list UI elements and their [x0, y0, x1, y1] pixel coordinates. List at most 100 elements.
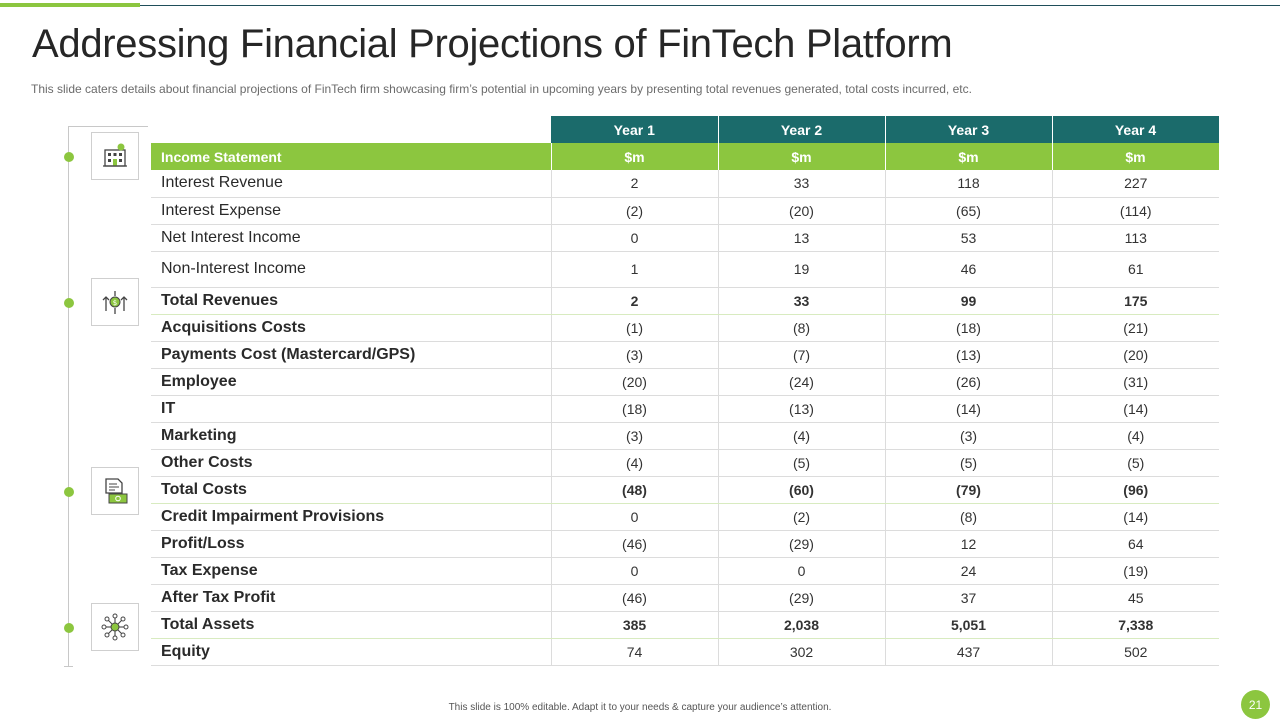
value-cell: 7,338 — [1052, 611, 1219, 639]
value-cell: (5) — [718, 449, 886, 477]
value-cell: (3) — [885, 422, 1053, 450]
value-cell: 19 — [718, 251, 886, 288]
value-cell: (114) — [1052, 197, 1219, 225]
timeline-dot — [64, 298, 74, 308]
table-row: Payments Cost (Mastercard/GPS) (3) (7) (13)… — [151, 341, 1219, 369]
value-cell: (13) — [718, 395, 886, 423]
value-cell: (13) — [885, 341, 1053, 369]
top-accent-bar — [0, 3, 140, 7]
value-cell: (48) — [551, 476, 719, 504]
unit-cell: $m — [718, 143, 886, 170]
year-header-cell: Year 2 — [718, 116, 886, 143]
timeline-end-tick — [64, 666, 73, 667]
value-cell: 2 — [551, 170, 719, 198]
value-cell: (20) — [551, 368, 719, 396]
table-row: Interest Expense (2) (20) (65) (114) — [151, 197, 1219, 225]
value-cell: 5,051 — [885, 611, 1053, 639]
value-cell: (46) — [551, 584, 719, 612]
unit-cell: $m — [885, 143, 1053, 170]
value-cell: (5) — [885, 449, 1053, 477]
value-cell: (14) — [1052, 503, 1219, 531]
value-cell: 2 — [551, 287, 719, 315]
row-label: Payments Cost (Mastercard/GPS) — [151, 341, 552, 369]
year-header-cell: Year 3 — [885, 116, 1053, 143]
value-cell: (5) — [1052, 449, 1219, 477]
footer-note: This slide is 100% editable. Adapt it to… — [448, 702, 832, 713]
value-cell: 0 — [551, 503, 719, 531]
timeline-top-connector — [68, 126, 148, 127]
value-cell: 385 — [551, 611, 719, 639]
value-cell: (26) — [885, 368, 1053, 396]
value-cell: 302 — [718, 638, 886, 666]
row-label: Net Interest Income — [151, 224, 552, 252]
timeline-dot — [64, 623, 74, 633]
section-header-row: Income Statement $m $m $m $m — [151, 143, 1220, 170]
row-label: Marketing — [151, 422, 552, 450]
value-cell: (96) — [1052, 476, 1219, 504]
value-cell: 437 — [885, 638, 1053, 666]
value-cell: (19) — [1052, 557, 1219, 585]
slide-subtitle: This slide caters details about financia… — [31, 82, 972, 96]
year-header-cell: Year 1 — [551, 116, 719, 143]
value-cell: (8) — [718, 314, 886, 342]
table-row: Equity 74 302 437 502 — [151, 638, 1219, 666]
value-cell: (3) — [551, 341, 719, 369]
value-cell: (14) — [885, 395, 1053, 423]
value-cell: 1 — [551, 251, 719, 288]
value-cell: 113 — [1052, 224, 1219, 252]
table-row: After Tax Profit (46) (29) 37 45 — [151, 584, 1219, 612]
value-cell: (8) — [885, 503, 1053, 531]
value-cell: 12 — [885, 530, 1053, 558]
row-label: After Tax Profit — [151, 584, 552, 612]
value-cell: 33 — [718, 170, 886, 198]
value-cell: 175 — [1052, 287, 1219, 315]
value-cell: (4) — [551, 449, 719, 477]
unit-cell: $m — [1052, 143, 1220, 170]
value-cell: 24 — [885, 557, 1053, 585]
row-label: Non-Interest Income — [151, 251, 552, 288]
value-cell: (14) — [1052, 395, 1219, 423]
row-label: Other Costs — [151, 449, 552, 477]
table-row: Interest Revenue 2 33 118 227 — [151, 170, 1219, 198]
value-cell: (1) — [551, 314, 719, 342]
value-cell: (60) — [718, 476, 886, 504]
table-row: Net Interest Income 0 13 53 113 — [151, 224, 1219, 252]
network-hub-icon — [91, 603, 139, 651]
value-cell: 0 — [718, 557, 886, 585]
value-cell: (7) — [718, 341, 886, 369]
row-label: Employee — [151, 368, 552, 396]
slide-title: Addressing Financial Projections of FinT… — [32, 22, 953, 66]
row-label: Total Revenues — [151, 287, 552, 315]
timeline-line — [68, 126, 69, 666]
value-cell: 502 — [1052, 638, 1219, 666]
row-label: Equity — [151, 638, 552, 666]
svg-text:$: $ — [113, 299, 117, 307]
timeline-dot — [64, 487, 74, 497]
value-cell: (29) — [718, 584, 886, 612]
year-header-row: Year 1 Year 2 Year 3 Year 4 — [151, 116, 1220, 143]
unit-cell: $m — [551, 143, 719, 170]
row-label: Total Assets — [151, 611, 552, 639]
value-cell: (31) — [1052, 368, 1219, 396]
row-label: Credit Impairment Provisions — [151, 503, 552, 531]
table-row: Other Costs (4) (5) (5) (5) — [151, 449, 1219, 477]
value-cell: 64 — [1052, 530, 1219, 558]
value-cell: 0 — [551, 557, 719, 585]
value-cell: (4) — [1052, 422, 1219, 450]
table-row: Total Revenues 2 33 99 175 — [151, 287, 1219, 315]
row-label: Tax Expense — [151, 557, 552, 585]
table-row: Non-Interest Income 1 19 46 61 — [151, 251, 1219, 288]
financial-projections-table: Year 1 Year 2 Year 3 Year 4 Income State… — [151, 116, 1220, 666]
year-header-cell: Year 4 — [1052, 116, 1220, 143]
value-cell: (4) — [718, 422, 886, 450]
value-cell: 74 — [551, 638, 719, 666]
value-cell: 46 — [885, 251, 1053, 288]
value-cell: (21) — [1052, 314, 1219, 342]
timeline-dot — [64, 152, 74, 162]
table-row: Credit Impairment Provisions 0 (2) (8) (14) — [151, 503, 1219, 531]
value-cell: (79) — [885, 476, 1053, 504]
value-cell: (20) — [1052, 341, 1219, 369]
value-cell: 13 — [718, 224, 886, 252]
value-cell: 37 — [885, 584, 1053, 612]
value-cell: (3) — [551, 422, 719, 450]
